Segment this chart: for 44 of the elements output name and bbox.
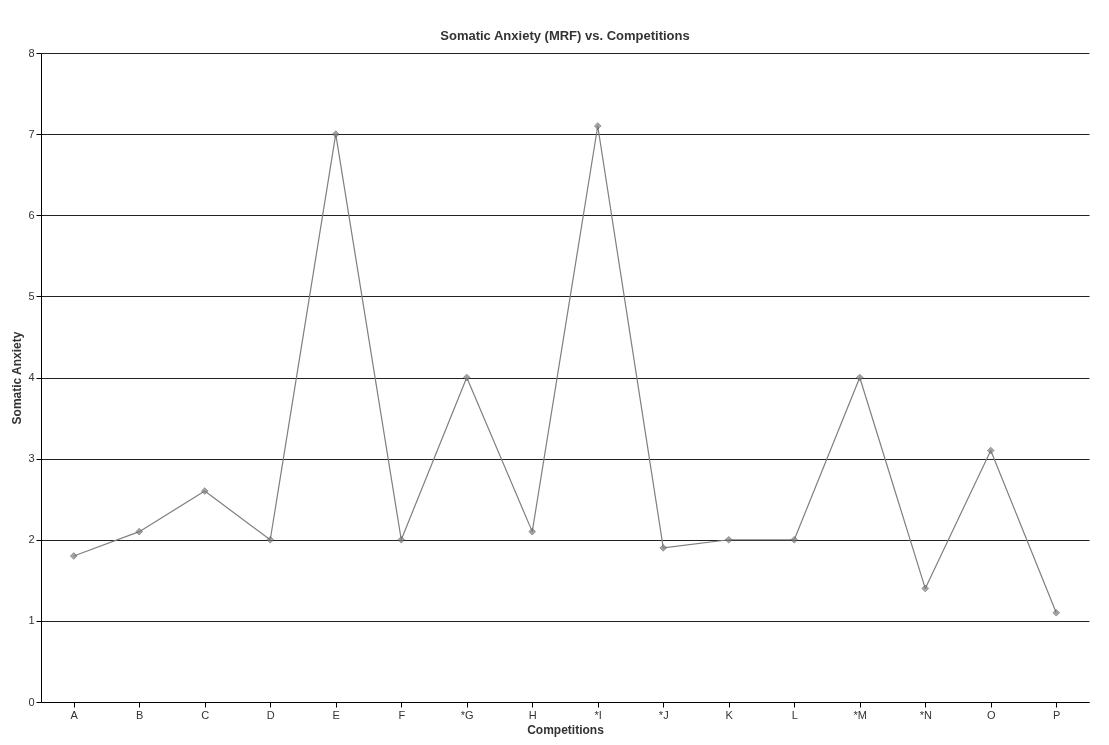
point <box>987 446 995 455</box>
point <box>135 527 143 536</box>
point <box>594 122 602 130</box>
x-tick-label: D <box>266 708 275 721</box>
y-tick-label: 0 <box>28 695 35 708</box>
point <box>397 536 405 544</box>
x-tick-label: A <box>70 708 79 721</box>
x-tick-label: K <box>725 708 734 721</box>
point <box>725 536 733 544</box>
x-tick-label: H <box>528 708 537 721</box>
y-tick-label: 7 <box>28 127 35 140</box>
y-tick-label: 6 <box>28 208 35 221</box>
chart-title: Somatic Anxiety (MRF) vs. Competitions <box>440 28 690 43</box>
y-tick-label: 5 <box>28 289 35 302</box>
x-tick-label: F <box>398 708 406 721</box>
point <box>790 536 798 544</box>
point <box>70 552 78 560</box>
point <box>856 373 864 382</box>
x-tick-label: C <box>201 708 210 721</box>
y-axis-title: Somatic Anxiety <box>10 331 25 425</box>
x-tick-label: *J <box>658 708 669 721</box>
y-tick-label: 1 <box>28 614 35 627</box>
point <box>1052 609 1060 617</box>
point <box>266 536 274 544</box>
y-tick-label: 8 <box>28 46 35 59</box>
x-tick-label: B <box>136 708 144 721</box>
point <box>201 487 209 495</box>
point <box>921 584 929 593</box>
point <box>332 130 340 138</box>
x-tick-label: *N <box>919 708 932 721</box>
x-axis-title: Competitions <box>527 722 605 737</box>
x-tick-label: L <box>791 708 798 721</box>
y-tick-label: 3 <box>28 452 35 465</box>
point <box>463 373 471 382</box>
x-tick-label: E <box>332 708 340 721</box>
x-tick-label: *G <box>460 708 474 721</box>
x-tick-label: O <box>986 708 996 721</box>
point <box>659 544 667 552</box>
y-tick-label: 2 <box>28 533 35 546</box>
x-tick-label: P <box>1053 708 1061 721</box>
point <box>528 527 536 536</box>
x-tick-label: *M <box>853 708 867 721</box>
x-tick-label: *I <box>594 708 602 721</box>
y-tick-label: 4 <box>28 371 35 383</box>
